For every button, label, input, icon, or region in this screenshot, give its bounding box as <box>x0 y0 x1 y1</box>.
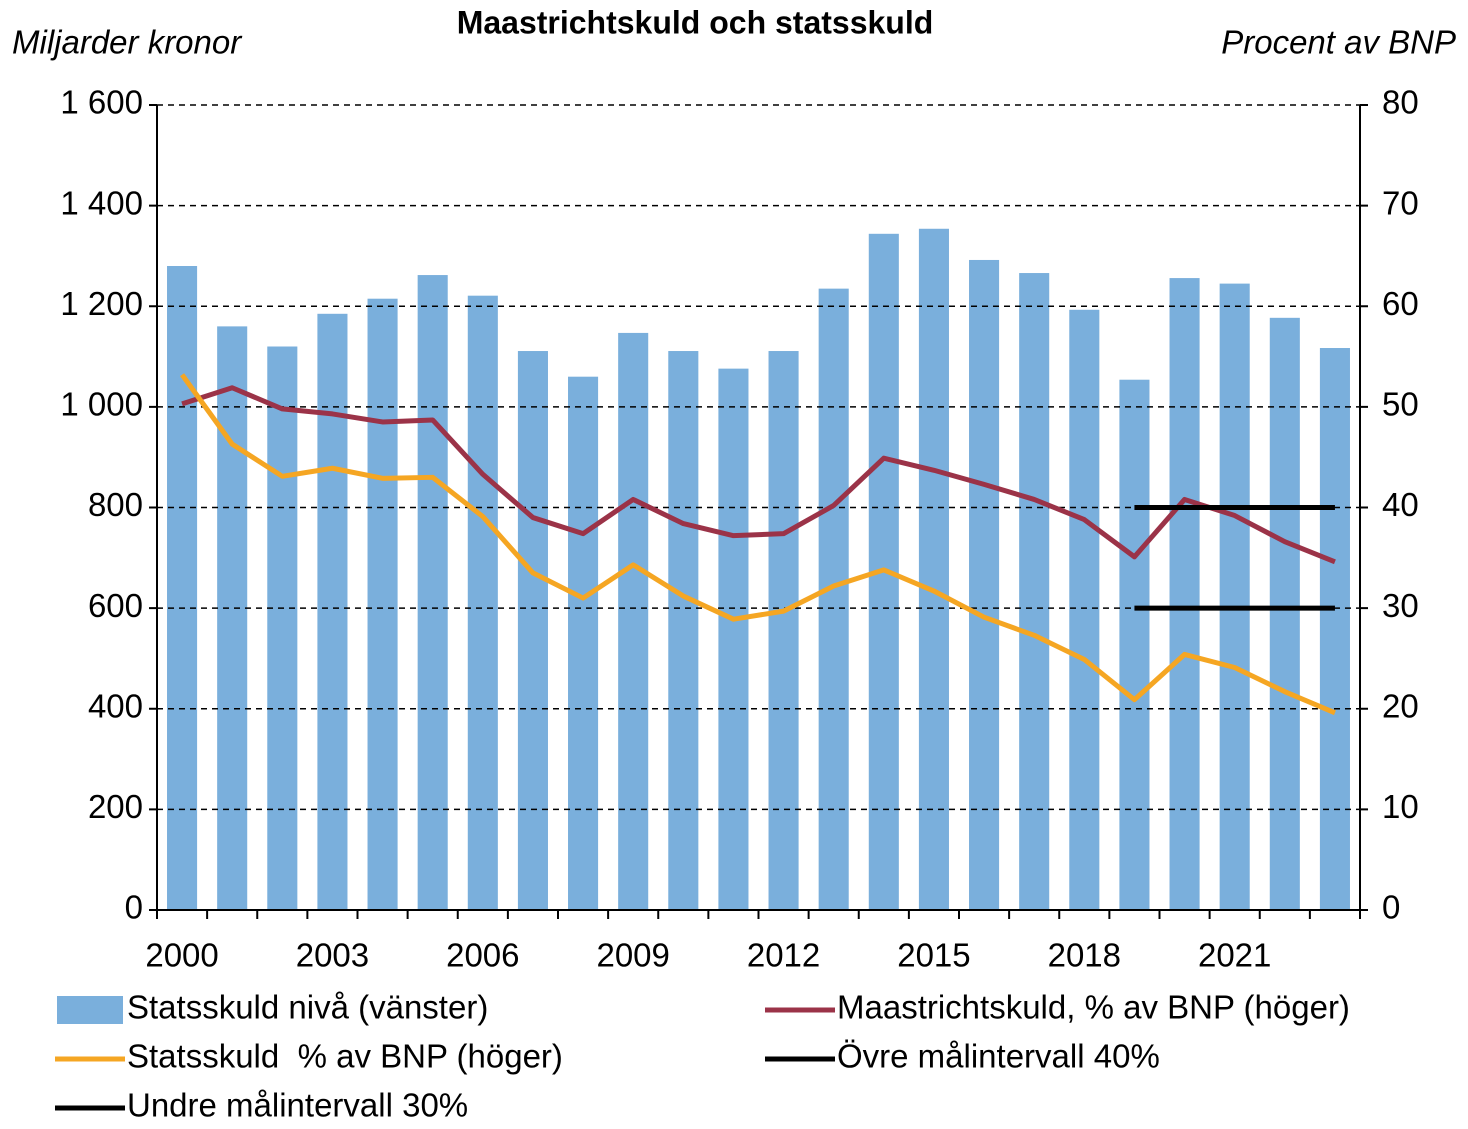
y2-tick-label: 40 <box>1382 486 1419 523</box>
y-axis-label: Miljarder kronor <box>12 24 243 61</box>
y2-tick-label: 30 <box>1382 587 1419 624</box>
x-tick-label: 2009 <box>596 937 669 974</box>
y-tick-label: 1 400 <box>60 184 143 221</box>
bar <box>1119 379 1150 910</box>
x-tick-label: 2018 <box>1048 937 1121 974</box>
x-tick-label: 2021 <box>1198 937 1271 974</box>
bar <box>969 259 1000 910</box>
x-tick-label: 2015 <box>897 937 970 974</box>
y-tick-label: 1 000 <box>60 386 143 423</box>
x-tick-label: 2006 <box>446 937 519 974</box>
bar <box>1219 283 1250 910</box>
y-tick-label: 1 600 <box>60 84 143 121</box>
y2-tick-label: 10 <box>1382 788 1419 825</box>
x-tick-label: 2000 <box>145 937 218 974</box>
bar <box>918 228 949 911</box>
bar <box>768 351 799 910</box>
y-tick-label: 0 <box>125 889 143 926</box>
bar <box>1069 309 1100 911</box>
y-tick-label: 800 <box>88 486 143 523</box>
y2-tick-label: 70 <box>1382 184 1419 221</box>
x-tick-label: 2012 <box>747 937 820 974</box>
bar <box>818 288 849 910</box>
legend-swatch <box>57 996 123 1024</box>
bar <box>317 313 348 910</box>
y2-tick-label: 0 <box>1382 889 1400 926</box>
y-tick-label: 1 200 <box>60 285 143 322</box>
bar <box>618 332 649 910</box>
x-tick-label: 2003 <box>296 937 369 974</box>
bar <box>167 266 198 910</box>
bar <box>1319 348 1350 910</box>
y2-axis-label: Procent av BNP <box>1221 24 1456 61</box>
y-tick-label: 600 <box>88 587 143 624</box>
y-tick-label: 200 <box>88 788 143 825</box>
y2-tick-label: 50 <box>1382 386 1419 423</box>
y2-tick-label: 20 <box>1382 687 1419 724</box>
bar <box>517 351 548 910</box>
y-tick-label: 400 <box>88 687 143 724</box>
bar <box>718 368 749 910</box>
bar <box>367 298 398 910</box>
line <box>180 373 1336 716</box>
line <box>181 385 1336 565</box>
bar <box>267 346 298 910</box>
bar <box>467 295 498 910</box>
legend-label: Övre målintervall 40% <box>837 1038 1160 1075</box>
y2-tick-label: 80 <box>1382 84 1419 121</box>
bar <box>568 376 599 910</box>
y2-tick-label: 60 <box>1382 285 1419 322</box>
chart-title: Maastrichtskuld och statsskuld <box>457 4 934 40</box>
bar <box>668 351 699 910</box>
legend-label: Maastrichtskuld, % av BNP (höger) <box>837 989 1350 1026</box>
legend-label: Statsskuld nivå (vänster) <box>127 989 488 1026</box>
bar <box>1269 317 1300 910</box>
bar <box>417 275 448 910</box>
legend-label: Undre målintervall 30% <box>127 1087 468 1124</box>
bar <box>1019 273 1050 910</box>
bar <box>1169 278 1200 910</box>
legend-label: Statsskuld % av BNP (höger) <box>127 1038 563 1075</box>
bar <box>217 326 248 910</box>
